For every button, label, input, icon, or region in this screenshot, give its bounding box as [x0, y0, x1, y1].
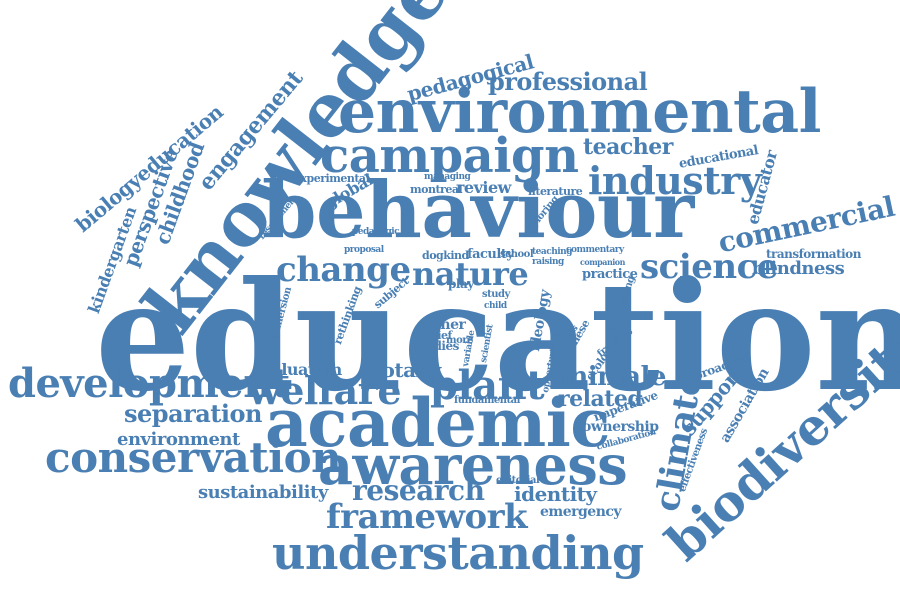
- word-editorial: editorial: [496, 475, 540, 486]
- word-raising: raising: [532, 257, 564, 267]
- word-sustainability: sustainability: [198, 482, 328, 503]
- word-plant: plant: [430, 362, 545, 409]
- word-separation: separation: [124, 399, 262, 428]
- word-campaign: campaign: [320, 128, 579, 184]
- word-botany: botany: [368, 358, 441, 382]
- word-understanding: understanding: [272, 526, 644, 580]
- word-conservation: conservation: [45, 433, 342, 482]
- word-science: science: [640, 247, 778, 287]
- word-behaviour: behaviour: [262, 165, 694, 256]
- word-identity: identity: [514, 482, 597, 506]
- word-literature: literature: [528, 185, 583, 198]
- word-fundamental: fundamental: [454, 395, 520, 406]
- word-evaluation: evaluation: [253, 360, 342, 379]
- word-child: child: [484, 301, 507, 311]
- word-review: review: [456, 178, 511, 197]
- word-study: study: [482, 289, 510, 300]
- word-development: development: [8, 360, 290, 407]
- word-emergency: emergency: [540, 504, 622, 520]
- word-studies: studies: [414, 339, 459, 353]
- word-environment: environment: [117, 429, 240, 450]
- word-professional: professional: [488, 67, 648, 96]
- word-nature: nature: [412, 255, 529, 293]
- word-awareness: awareness: [318, 433, 628, 497]
- word-companion: companion: [580, 257, 625, 267]
- word-commentary: commentary: [566, 245, 624, 255]
- word-school: school: [500, 249, 534, 260]
- word-teacher: teacher: [583, 134, 673, 160]
- word-faculty: faculty: [467, 247, 514, 262]
- word-experimental: experimental: [294, 172, 370, 185]
- word-education: education: [95, 249, 900, 425]
- word-environmental: environmental: [338, 77, 821, 147]
- word-owner: owner: [420, 317, 466, 333]
- word-transformation: transformation: [766, 247, 861, 261]
- word-proposal: proposal: [344, 245, 384, 255]
- word-dogkind: dogkind: [422, 249, 469, 262]
- word-change: change: [276, 250, 411, 290]
- word-managing: managing: [424, 172, 471, 182]
- word-industry: industry: [588, 158, 762, 203]
- word-more: more: [446, 335, 473, 346]
- word-animale: animale: [553, 362, 666, 392]
- word-welfare: welfare: [248, 368, 402, 413]
- word-research: research: [352, 474, 485, 507]
- word-related: related: [558, 386, 643, 412]
- word-academic: academic: [265, 384, 610, 462]
- word-pedagogic: pedagogic: [352, 227, 400, 237]
- word-play: play: [448, 277, 474, 291]
- word-framework: framework: [326, 497, 528, 537]
- word-belief: belief: [420, 329, 452, 342]
- word-ownership: ownership: [582, 419, 659, 435]
- word-montreal: montreal: [410, 183, 463, 196]
- word-blindness: blindness: [752, 258, 845, 279]
- word-teaching: teaching: [532, 247, 573, 257]
- word-practice: practice: [582, 267, 638, 282]
